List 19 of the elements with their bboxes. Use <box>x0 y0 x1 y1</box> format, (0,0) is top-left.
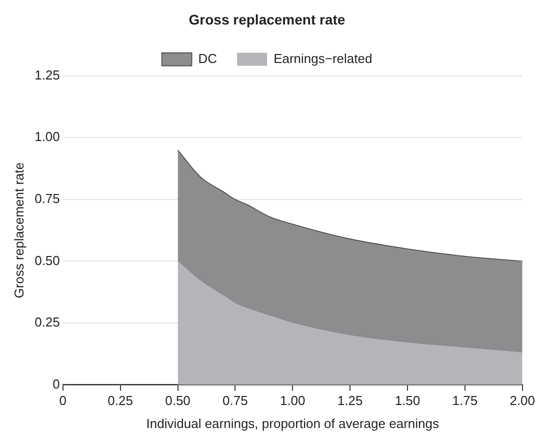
x-tick-label: 1.50 <box>394 393 420 408</box>
legend-label: DC <box>198 50 218 66</box>
y-tick-label: 0 <box>52 376 60 392</box>
x-tick-label: 1.25 <box>337 393 363 408</box>
x-axis-title: Individual earnings, proportion of average earnings <box>146 416 440 431</box>
x-tick-label: 2.00 <box>510 393 536 408</box>
x-tick-label: 1.75 <box>452 393 478 408</box>
chart-title: Gross replacement rate <box>188 11 346 28</box>
x-tick-label: 0.75 <box>222 393 248 408</box>
y-tick-label: 1.00 <box>34 129 60 144</box>
x-tick-label: 0.50 <box>165 393 190 408</box>
y-axis-title: Gross replacement rate <box>11 162 26 298</box>
y-tick-label: 0.25 <box>34 314 60 330</box>
y-tick-label: 0.50 <box>34 252 60 268</box>
x-tick-label: 0.25 <box>108 393 133 408</box>
x-tick-label: 1.00 <box>280 393 306 408</box>
y-tick-label: 1.25 <box>34 67 60 82</box>
legend-label: Earnings−related <box>274 50 372 66</box>
y-tick-label: 0.75 <box>34 190 60 206</box>
